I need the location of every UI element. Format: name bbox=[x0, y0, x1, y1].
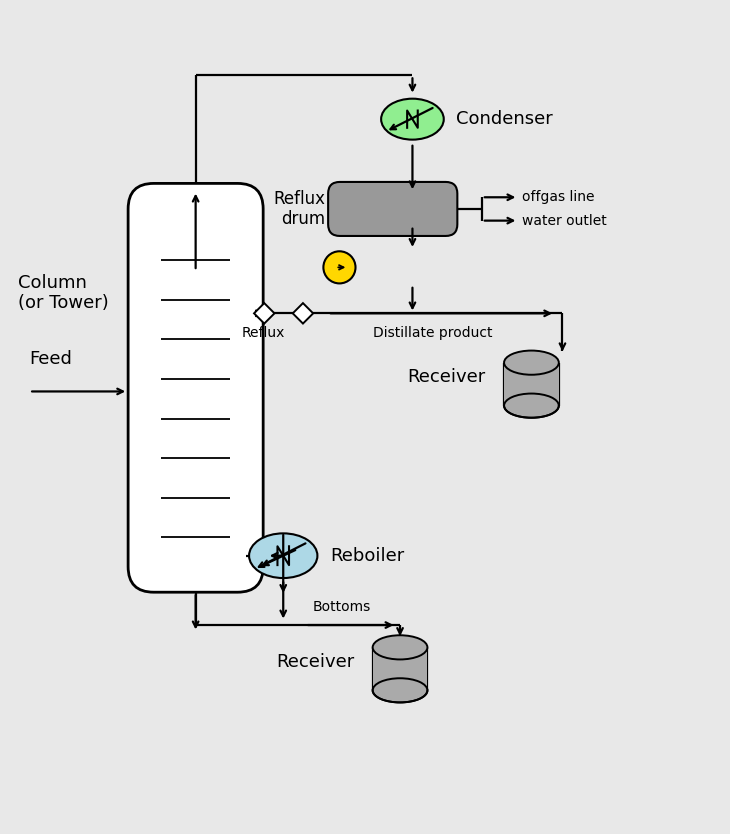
Text: offgas line: offgas line bbox=[522, 190, 594, 204]
Ellipse shape bbox=[372, 678, 428, 702]
Polygon shape bbox=[293, 303, 313, 324]
Ellipse shape bbox=[372, 636, 428, 660]
Text: water outlet: water outlet bbox=[522, 214, 607, 228]
Text: Bottoms: Bottoms bbox=[312, 600, 371, 614]
Text: Receiver: Receiver bbox=[407, 369, 486, 386]
Text: Reflux
drum: Reflux drum bbox=[273, 189, 326, 229]
Text: Column
(or Tower): Column (or Tower) bbox=[18, 274, 109, 312]
Ellipse shape bbox=[249, 534, 318, 578]
Ellipse shape bbox=[381, 98, 444, 139]
Text: Feed: Feed bbox=[29, 349, 72, 368]
Text: Condenser: Condenser bbox=[456, 110, 553, 128]
Text: Distillate product: Distillate product bbox=[373, 326, 493, 340]
Ellipse shape bbox=[504, 394, 559, 418]
FancyBboxPatch shape bbox=[128, 183, 264, 592]
Text: Reflux: Reflux bbox=[242, 326, 285, 340]
Ellipse shape bbox=[504, 350, 559, 374]
FancyBboxPatch shape bbox=[328, 182, 457, 236]
Text: Reboiler: Reboiler bbox=[330, 547, 404, 565]
Circle shape bbox=[323, 251, 356, 284]
Polygon shape bbox=[254, 303, 274, 324]
Text: Receiver: Receiver bbox=[276, 653, 355, 671]
Bar bbox=[504, 363, 559, 405]
Bar bbox=[373, 647, 427, 691]
